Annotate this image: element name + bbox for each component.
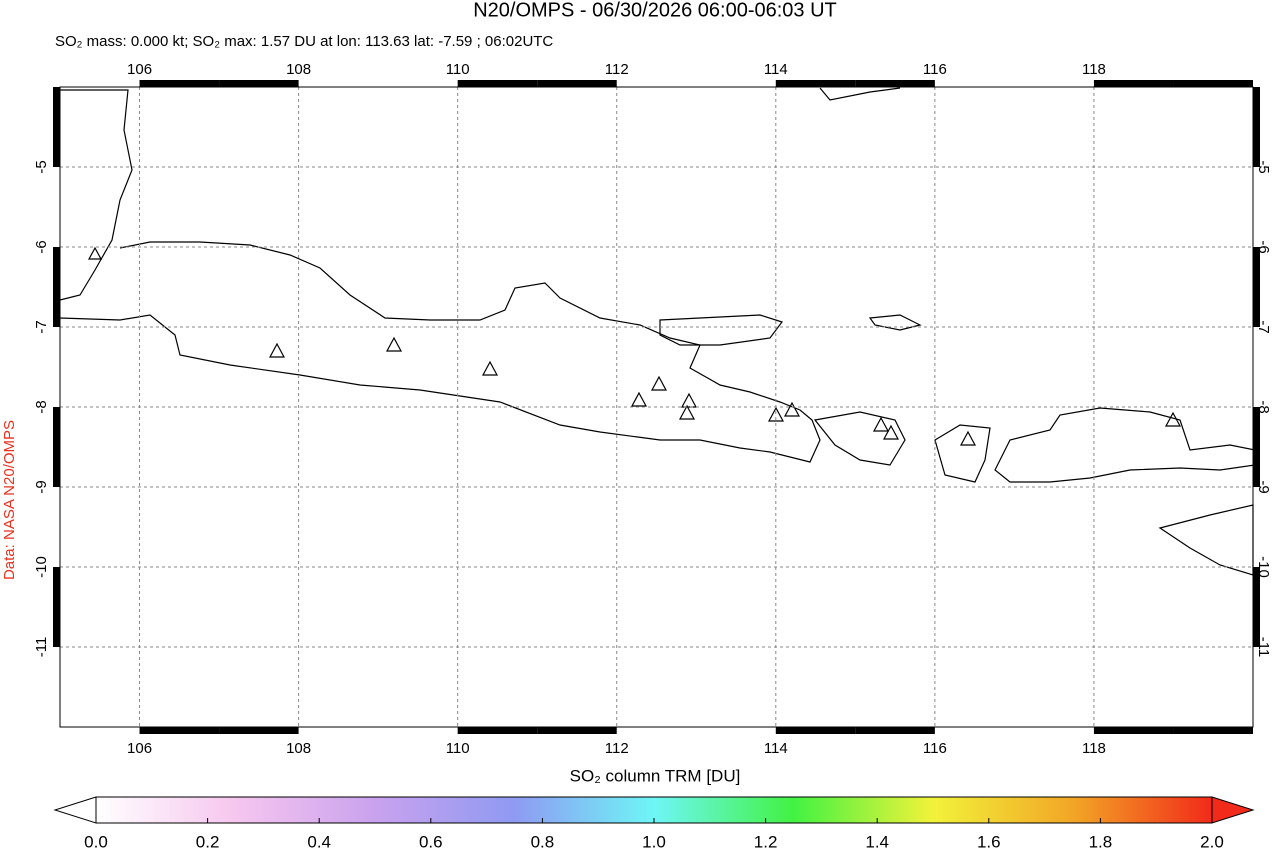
frame-bar [775,80,856,87]
frame-bar [1253,407,1260,487]
frame-bar [1173,727,1253,734]
frame-bar [1253,567,1260,647]
volcano-marker [767,406,785,422]
frame-bar [537,80,617,87]
coastline [59,89,133,301]
x-tick-label: 112 [605,61,629,78]
colorbar-tick-label: 2.0 [1200,832,1224,851]
frame-bar [855,727,935,734]
frame-bar [537,727,617,734]
x-tick-label: 110 [446,61,470,78]
x-tick-label: 106 [127,61,152,78]
colorbar-tick-label: 0.2 [196,832,220,851]
frame-bar [1173,80,1253,87]
volcano-marker [268,342,286,358]
x-tick-label: 118 [1082,61,1106,78]
map-frame [53,80,1260,734]
subtitle: SO₂ mass: 0.000 kt; SO₂ max: 1.57 DU at … [55,33,553,50]
colorbar-tick-label: 0.0 [84,832,108,851]
y-tick-label: -9 [33,480,50,493]
frame-bar [53,87,60,167]
volcano-marker [87,246,103,260]
volcano-marker [481,360,499,376]
coastline [868,314,922,331]
coastline [813,411,906,466]
colorbar-tick-label: 1.8 [1089,832,1113,851]
y-tick-label: -6 [33,240,50,253]
x-tick-label: 106 [127,740,152,757]
y-tick-label: -7 [33,320,50,333]
frame-bar [219,727,299,734]
title: N20/OMPS - 06/30/2026 06:00-06:03 UT [473,0,837,21]
frame-bar [1253,87,1260,167]
y-tick-label: -5 [33,160,50,173]
volcano-marker [783,401,801,417]
colorbar-tick-label: 0.4 [307,832,331,851]
volcano-marker [1164,411,1182,427]
colorbar-tick-label: 1.4 [865,832,889,851]
x-tick-label: 108 [286,61,311,78]
colorbar-max-arrow [1211,796,1255,824]
volcanoes [87,246,1182,446]
data-credit: Data: NASA N20/OMPS [1,420,18,580]
colorbar-label: SO₂ column TRM [DU] [570,766,741,785]
frame-bar [1093,80,1174,87]
y-tick-label: -10 [33,556,50,578]
frame-bar [53,567,60,647]
frame-bar [139,727,220,734]
x-tick-label: 110 [446,740,470,757]
x-tick-label: 114 [764,61,788,78]
coastlines [59,87,1256,576]
colorbar-min-arrow [53,796,97,824]
volcano-marker [872,416,890,432]
volcano-marker [680,392,698,408]
coastline [934,424,991,483]
volcano-marker [650,375,668,391]
frame-bar [219,80,299,87]
x-tick-label: 114 [764,740,788,757]
colorbar-tick-label: 0.6 [419,832,443,851]
frame-bar [53,247,60,327]
volcano-marker [959,430,977,446]
y-tick-label: -8 [33,400,50,413]
coastline [659,314,783,346]
frame-bar [139,80,220,87]
colorbar-tick-label: 1.0 [642,832,666,851]
volcano-marker [678,404,696,420]
x-tick-label: 118 [1082,740,1106,757]
volcano-marker [630,391,648,407]
y-tick-label: -11 [33,637,50,658]
coastline [59,241,821,463]
volcano-marker [882,424,900,440]
x-tick-label: 116 [923,740,947,757]
frame-bar [775,727,856,734]
frame-bar [457,80,538,87]
coastline [994,407,1256,483]
colorbar-tick-label: 1.2 [754,832,778,851]
coastline [819,87,901,101]
frame-bar [855,80,935,87]
colorbar-tick-label: 1.6 [977,832,1001,851]
x-tick-label: 116 [923,61,947,78]
frame-bar [1253,247,1260,327]
volcano-marker [385,336,403,352]
frame-bar [457,727,538,734]
frame-bar [1093,727,1174,734]
colorbar-tick-label: 0.8 [531,832,555,851]
x-tick-label: 108 [286,740,311,757]
x-tick-label: 112 [605,740,629,757]
frame-bar [53,407,60,487]
